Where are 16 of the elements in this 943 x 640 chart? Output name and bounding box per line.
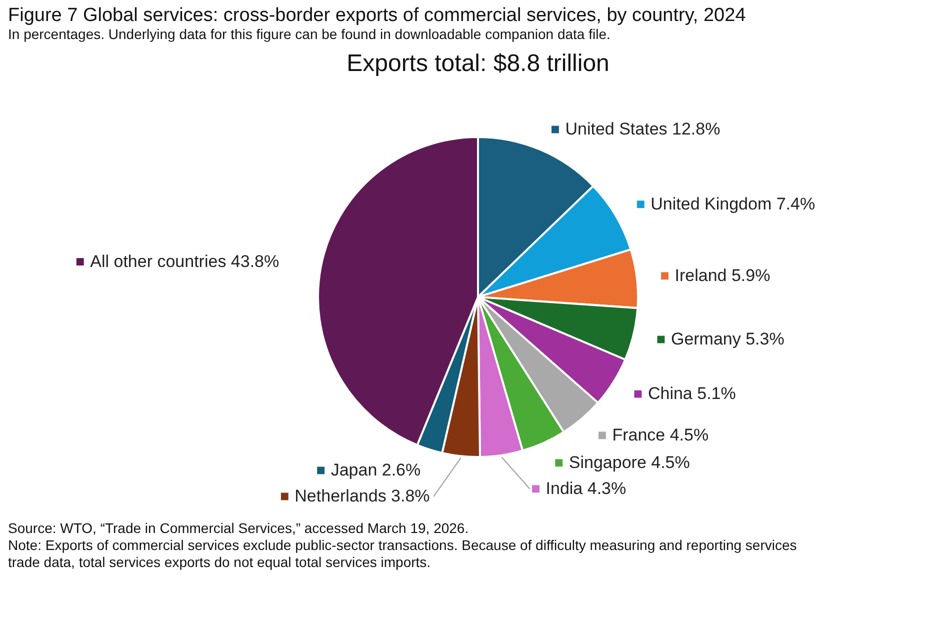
legend-label: China 5.1% <box>648 384 736 404</box>
chart-subtitle: In percentages. Underlying data for this figure can be found in downloadable companion data file. <box>8 26 610 42</box>
legend-label: France 4.5% <box>612 425 709 444</box>
legend-label: India 4.3% <box>546 478 626 498</box>
legend-label: United Kingdom 7.4% <box>650 194 816 214</box>
legend-label: All other countries 43.8% <box>90 252 280 271</box>
legend-label: Singapore 4.5% <box>568 452 690 472</box>
legend-label: Ireland 5.9% <box>674 266 770 285</box>
source-note: Source: WTO, “Trade in Commercial Services,” accessed March 19, 2026. <box>8 520 469 536</box>
legend-label: United States 12.8% <box>565 120 720 139</box>
text: Note: Exports of commercial services exclude public-sector transactions. Because of difficulty measuring and reporting services trade data, total services exports do not equal total services imports. <box>8 537 797 570</box>
legend-label: Japan 2.6% <box>330 460 421 480</box>
legend-label: Netherlands 3.8% <box>294 486 430 506</box>
legend-label: Germany 5.3% <box>670 329 784 348</box>
chart-title: Figure 7 Global services: cross-border exports of commercial services, by country, 2024 <box>8 5 746 26</box>
text: Exports total: $8.8 trillion <box>346 50 610 77</box>
